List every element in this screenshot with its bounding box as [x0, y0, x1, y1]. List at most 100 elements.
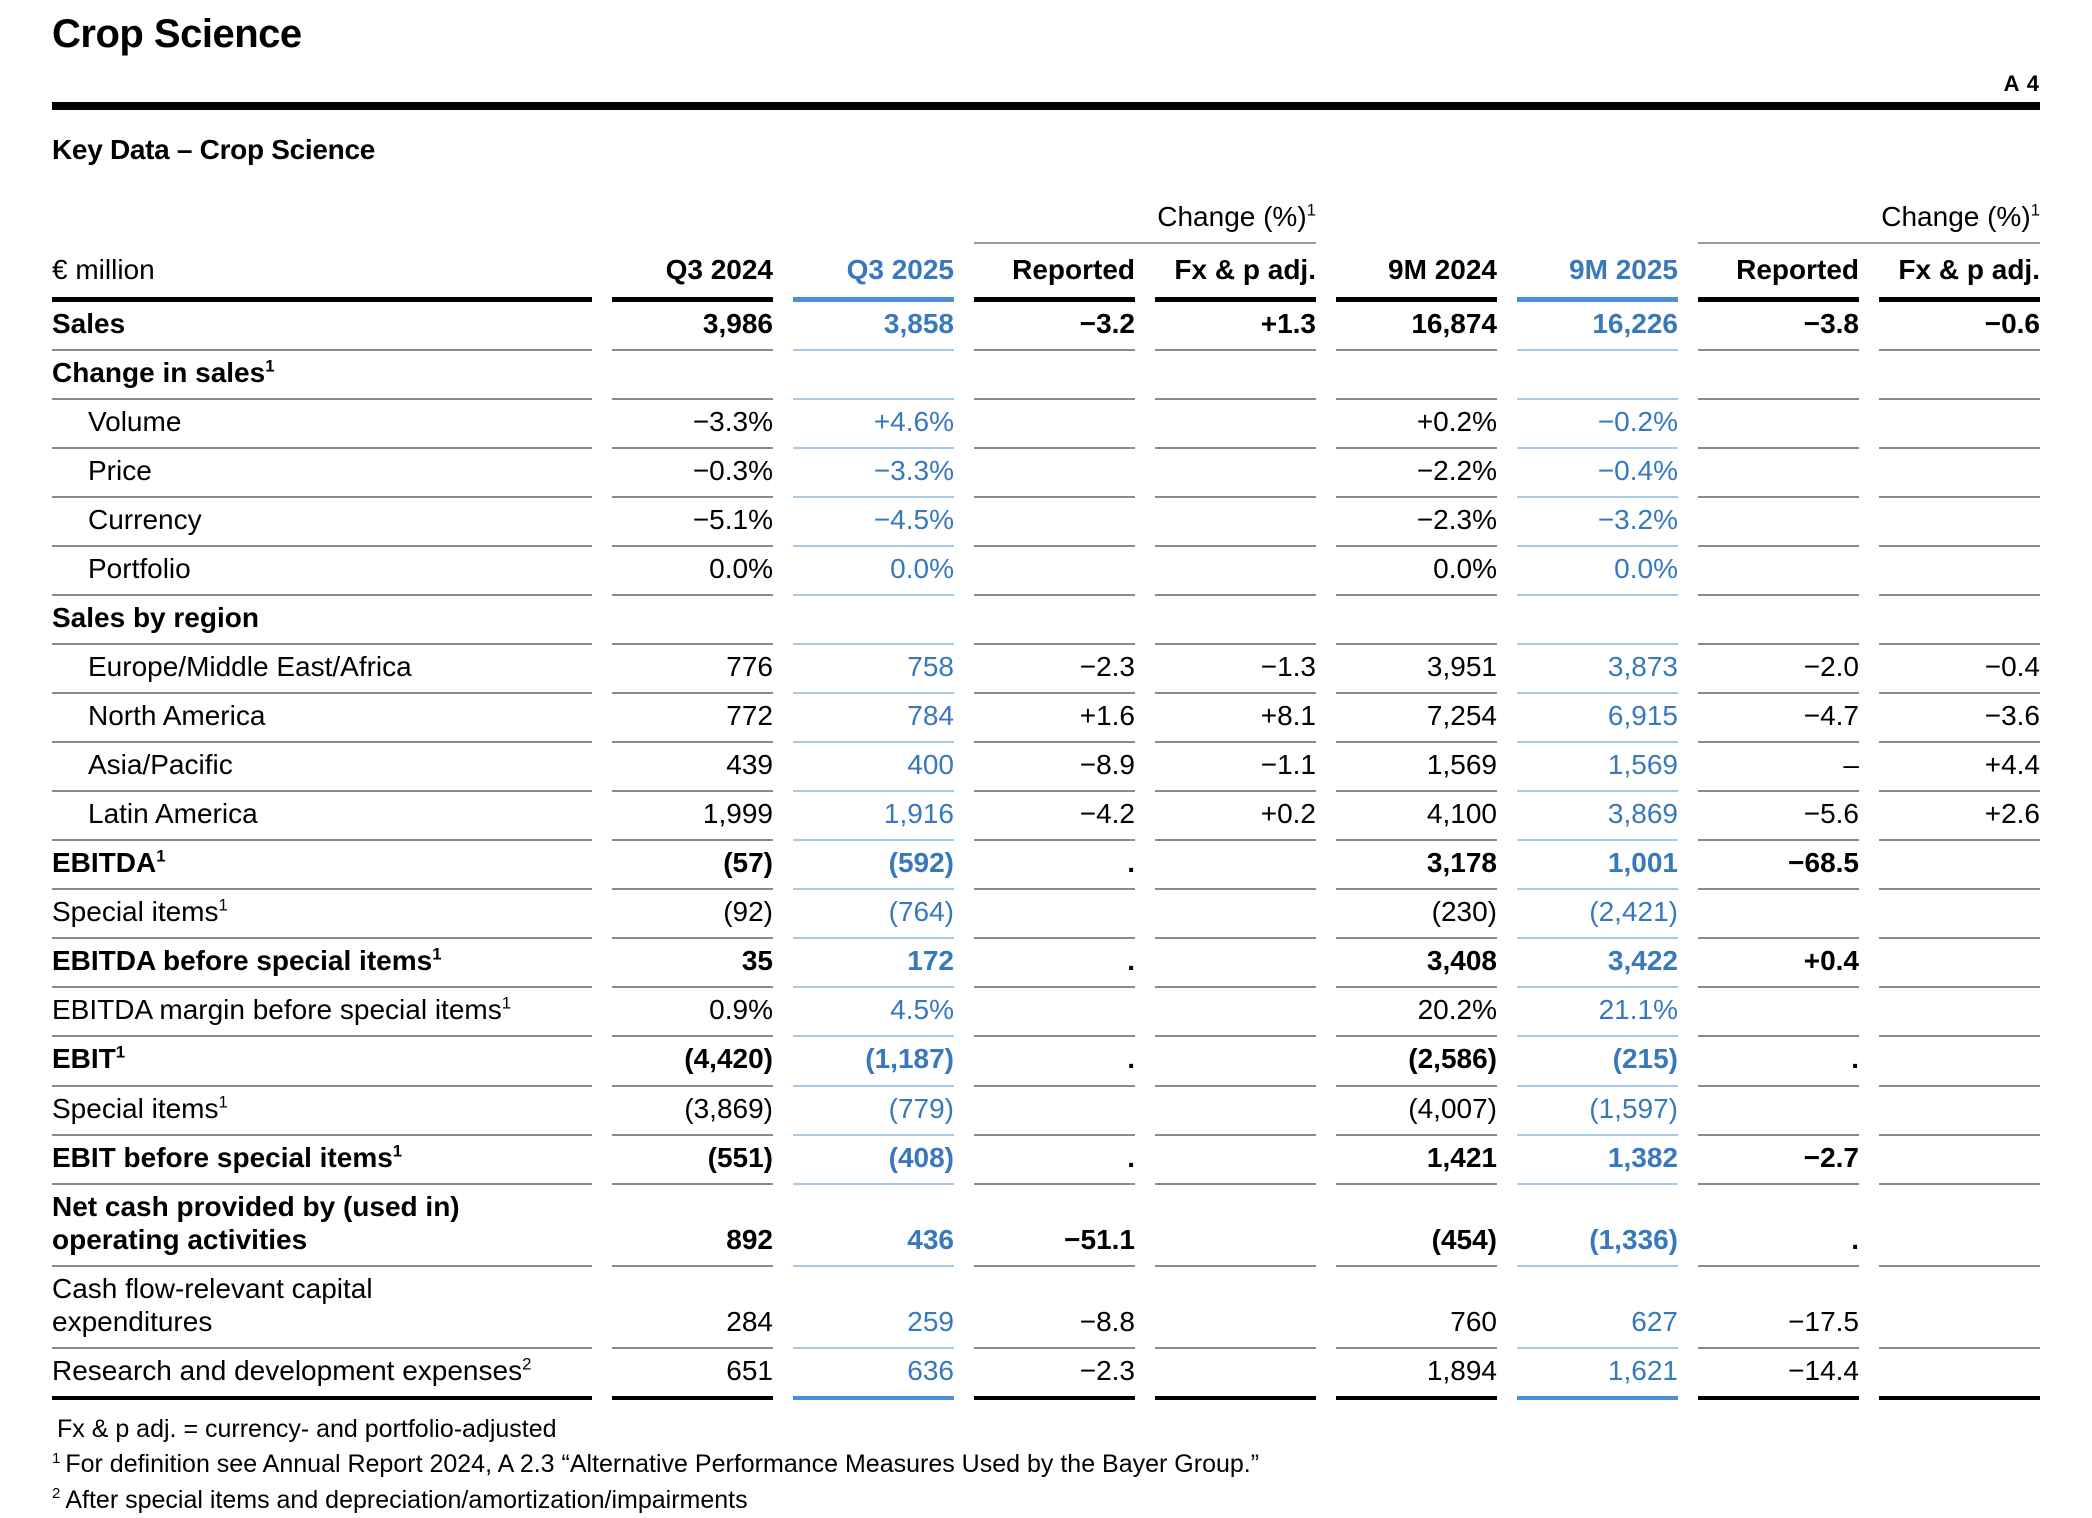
- row-label: Latin America: [52, 792, 592, 842]
- table-row: EBITDA before special items1 35 172. 3,408 3…: [52, 939, 2040, 989]
- column-header-fxp-q3: Fx & p adj.: [1155, 244, 1316, 302]
- table-cell: 3,178: [1336, 841, 1497, 891]
- table-cell: (1,187): [793, 1037, 954, 1087]
- table-cell: [1155, 547, 1316, 597]
- change-header-9m: Change (%)1: [1698, 192, 2040, 244]
- table-cell: [1879, 1349, 2040, 1400]
- table-row: Currency −5.1% −4.5% −2.3% −3.2%: [52, 498, 2040, 548]
- table-cell: −2.2%: [1336, 449, 1497, 499]
- table-cell: [1155, 939, 1316, 989]
- footnotes: Fx & p adj. = currency- and portfolio-ad…: [52, 1412, 2040, 1518]
- table-cell: −17.5: [1698, 1267, 1859, 1349]
- table-cell: 776: [612, 645, 773, 695]
- table-cell: 758: [793, 645, 954, 695]
- table-cell: [1879, 596, 2040, 646]
- table-cell: [1155, 400, 1316, 450]
- table-cell: [1879, 449, 2040, 499]
- row-label: Europe/Middle East/Africa: [52, 645, 592, 695]
- footnote-marker: 1: [1306, 200, 1316, 220]
- table-cell: 35: [612, 939, 773, 989]
- table-cell: [1879, 1037, 2040, 1087]
- table-row: Cash flow-relevant capital expenditures 28…: [52, 1267, 2040, 1349]
- row-label: North America: [52, 694, 592, 744]
- table-cell: −3.3%: [793, 449, 954, 499]
- table-cell: +0.2%: [1336, 400, 1497, 450]
- table-cell: [974, 351, 1135, 401]
- table-row: Net cash provided by (used in) operating …: [52, 1185, 2040, 1267]
- table-cell: 436: [793, 1185, 954, 1267]
- table-cell: 784: [793, 694, 954, 744]
- table-cell: [1879, 547, 2040, 597]
- table-cell: +8.1: [1155, 694, 1316, 744]
- table-cell: .: [1698, 1037, 1859, 1087]
- table-cell: −0.2%: [1517, 400, 1678, 450]
- table-cell: 3,986: [612, 302, 773, 352]
- table-cell: (551): [612, 1136, 773, 1185]
- table-row: North America 772 784 +1.6 +8.1 7,254 6,915 −4.…: [52, 694, 2040, 744]
- top-rule: [52, 102, 2040, 110]
- table-cell: 4.5%: [793, 988, 954, 1038]
- table-cell: [612, 351, 773, 401]
- table-cell: 3,408: [1336, 939, 1497, 989]
- table-cell: [1879, 498, 2040, 548]
- table-cell: .: [1698, 1185, 1859, 1267]
- table-cell: +0.4: [1698, 939, 1859, 989]
- change-header-label: Change (%): [1881, 200, 2031, 232]
- table-cell: −0.4%: [1517, 449, 1678, 499]
- footnote-marker: 2: [52, 1485, 61, 1503]
- table-cell: −5.1%: [612, 498, 773, 548]
- table-row: Europe/Middle East/Africa 776 758 −2.3 −1.3 3…: [52, 645, 2040, 695]
- table-cell: [1155, 1349, 1316, 1400]
- table-cell: [1155, 449, 1316, 499]
- row-label: Sales by region: [52, 596, 592, 646]
- table-cell: 16,226: [1517, 302, 1678, 352]
- table-cell: [1155, 1267, 1316, 1349]
- table-cell: −0.6: [1879, 302, 2040, 352]
- table-cell: −3.3%: [612, 400, 773, 450]
- table-cell: 439: [612, 743, 773, 793]
- table-cell: +4.6%: [793, 400, 954, 450]
- table-cell: [1517, 596, 1678, 646]
- table-cell: [1155, 1136, 1316, 1185]
- table-cell: 21.1%: [1517, 988, 1678, 1038]
- table-cell: [1698, 1087, 1859, 1136]
- table-cell: [1698, 596, 1859, 646]
- table-cell: +2.6: [1879, 792, 2040, 842]
- row-label: Research and development expenses2: [52, 1349, 592, 1400]
- table-row: Special items1 (3,869) (779) (4,007) (1,597): [52, 1087, 2040, 1136]
- table-cell: 0.9%: [612, 988, 773, 1038]
- table-cell: (4,007): [1336, 1087, 1497, 1136]
- table-cell: −8.9: [974, 743, 1135, 793]
- footnote-marker: 2: [522, 1354, 532, 1374]
- table-cell: 284: [612, 1267, 773, 1349]
- table-cell: [974, 498, 1135, 548]
- table-cell: (3,869): [612, 1087, 773, 1136]
- table-cell: −3.6: [1879, 694, 2040, 744]
- table-cell: −2.0: [1698, 645, 1859, 695]
- footnote-marker: 1: [2030, 200, 2040, 220]
- table-cell: 3,873: [1517, 645, 1678, 695]
- table-cell: +1.6: [974, 694, 1135, 744]
- table-cell: (454): [1336, 1185, 1497, 1267]
- table-row: Latin America 1,999 1,916 −4.2 +0.2 4,100 3,86…: [52, 792, 2040, 842]
- row-label: Price: [52, 449, 592, 499]
- footnote-marker: 1: [432, 945, 442, 965]
- table-cell: [974, 596, 1135, 646]
- table-cell: −3.8: [1698, 302, 1859, 352]
- table-cell: .: [974, 841, 1135, 891]
- table-cell: −2.7: [1698, 1136, 1859, 1185]
- table-cell: −2.3: [974, 645, 1135, 695]
- table-cell: [1336, 596, 1497, 646]
- table-cell: 760: [1336, 1267, 1497, 1349]
- column-header-fxp-9m: Fx & p adj.: [1879, 244, 2040, 302]
- table-cell: (408): [793, 1136, 954, 1185]
- table-cell: [1155, 1087, 1316, 1136]
- empty-cell: [52, 192, 592, 244]
- table-cell: 1,001: [1517, 841, 1678, 891]
- footnote-marker: 1: [392, 1141, 403, 1161]
- table-cell: (1,597): [1517, 1087, 1678, 1136]
- footnote-text: For definition see Annual Report 2024, A…: [65, 1450, 1260, 1479]
- table-cell: [1155, 841, 1316, 891]
- table-cell: [1879, 1087, 2040, 1136]
- row-label: EBIT before special items1: [52, 1136, 592, 1185]
